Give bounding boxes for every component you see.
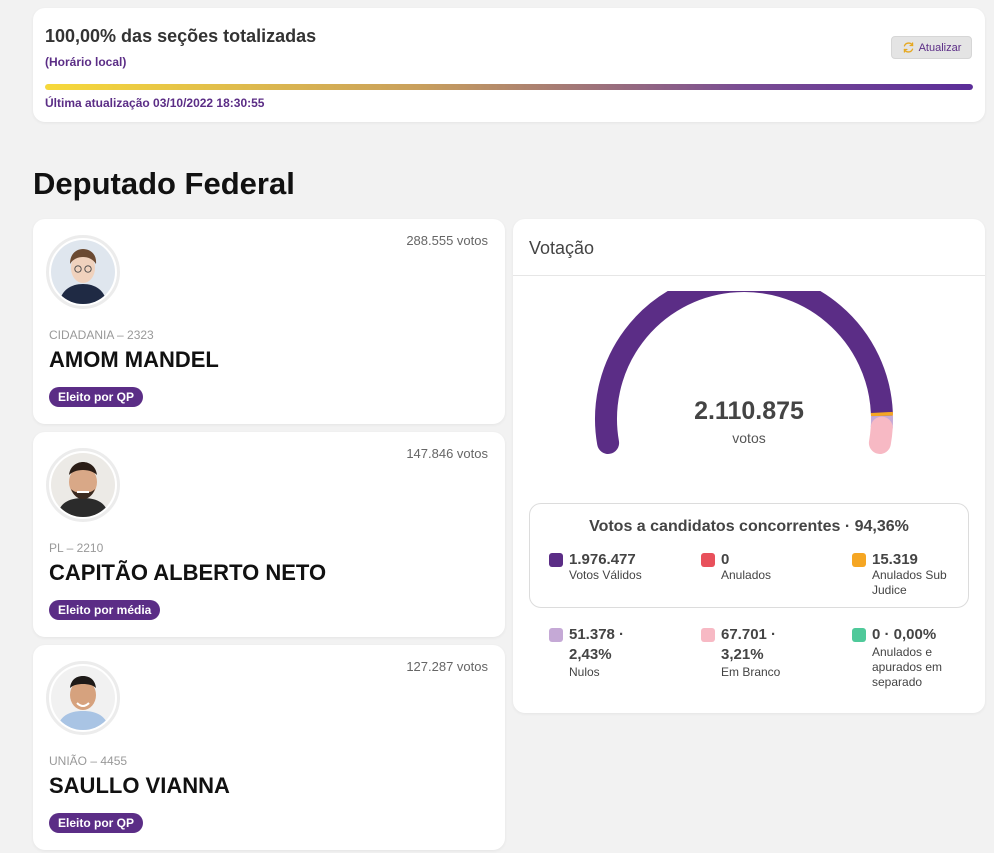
stat-label: Nulos [569, 665, 600, 679]
stat-votos-validos: 1.976.477 Votos Válidos [549, 550, 689, 600]
gauge-segment [595, 291, 893, 454]
stat-nulos: 51.378 · 2,43% Nulos [549, 625, 669, 685]
candidate-card[interactable]: 288.555 votos CIDADANIA – 2323 AMOM MAND… [33, 219, 505, 424]
candidate-party: UNIÃO – 4455 [49, 754, 128, 768]
votacao-header: Votação [513, 219, 985, 276]
person-photo-icon [51, 453, 115, 517]
legend-swatch [852, 628, 866, 642]
candidate-name: AMOM MANDEL [49, 347, 219, 372]
stat-label: Anulados e apurados em separado [872, 645, 943, 689]
stat-label: Votos Válidos [569, 568, 642, 582]
valid-votes-title: Votos a candidatos concorrentes · 94,36% [589, 518, 909, 535]
candidate-avatar [46, 235, 120, 309]
stat-anulados-separado: 0 · 0,00% Anulados e apurados em separad… [852, 625, 972, 695]
refresh-button[interactable]: Atualizar [891, 36, 972, 59]
candidate-card[interactable]: 127.287 votos UNIÃO – 4455 SAULLO VIANNA… [33, 645, 505, 850]
votacao-card: Votação 2.110.875 votos Votos a candidat… [513, 219, 985, 713]
totalization-status-card: 100,00% das seções totalizadas (Horário … [33, 8, 985, 122]
candidate-card[interactable]: 147.846 votos PL – 2210 CAPITÃO ALBERTO … [33, 432, 505, 637]
candidate-party: PL – 2210 [49, 541, 104, 555]
stat-value: 51.378 · 2,43% [569, 626, 625, 663]
legend-swatch [701, 628, 715, 642]
refresh-label: Atualizar [918, 41, 962, 54]
candidate-votes: 127.287 votos [406, 659, 488, 674]
election-status-badge: Eleito por QP [49, 387, 144, 407]
candidate-avatar [46, 661, 120, 735]
stat-label: Em Branco [721, 665, 781, 679]
stat-em-branco: 67.701 · 3,21% Em Branco [701, 625, 821, 685]
valid-votes-box: Votos a candidatos concorrentes · 94,36%… [529, 503, 969, 608]
person-photo-icon [51, 240, 115, 304]
candidate-name: SAULLO VIANNA [49, 773, 230, 798]
stat-anulados-sub-judice: 15.319 Anulados Sub Judice [852, 550, 964, 600]
candidate-party: CIDADANIA – 2323 [49, 328, 154, 342]
stat-label: Anulados Sub Judice [872, 568, 947, 597]
legend-swatch [549, 628, 563, 642]
total-votes-value: 2.110.875 [694, 397, 804, 425]
progress-fill [45, 84, 973, 90]
stat-label: Anulados [721, 568, 772, 582]
stat-value: 1.976.477 [569, 551, 636, 568]
stat-value: 0 [721, 551, 730, 568]
local-time-note: (Horário local) [45, 55, 127, 69]
total-votes-unit: votos [732, 430, 766, 446]
page-title: Deputado Federal [33, 166, 295, 201]
gauge-segment [868, 416, 893, 454]
legend-swatch [549, 553, 563, 567]
candidate-avatar [46, 448, 120, 522]
votacao-title: Votação [529, 238, 595, 258]
candidate-votes: 147.846 votos [406, 446, 488, 461]
election-status-badge: Eleito por média [49, 600, 161, 620]
stat-value: 15.319 [872, 551, 918, 568]
stat-value: 0 · 0,00% [872, 626, 937, 643]
totalization-title: 100,00% das seções totalizadas [45, 26, 317, 46]
vote-gauge-chart [595, 291, 893, 454]
refresh-icon [903, 42, 913, 53]
stat-value: 67.701 · 3,21% [721, 626, 777, 663]
legend-swatch [852, 553, 866, 567]
totalization-progress-bar [45, 84, 973, 90]
election-status-badge: Eleito por QP [49, 813, 144, 833]
person-photo-icon [51, 666, 115, 730]
legend-swatch [701, 553, 715, 567]
last-update-text: Última atualização 03/10/2022 18:30:55 [45, 96, 265, 110]
candidate-votes: 288.555 votos [406, 233, 488, 248]
candidate-name: CAPITÃO ALBERTO NETO [49, 560, 327, 585]
stat-anulados: 0 Anulados [701, 550, 841, 600]
